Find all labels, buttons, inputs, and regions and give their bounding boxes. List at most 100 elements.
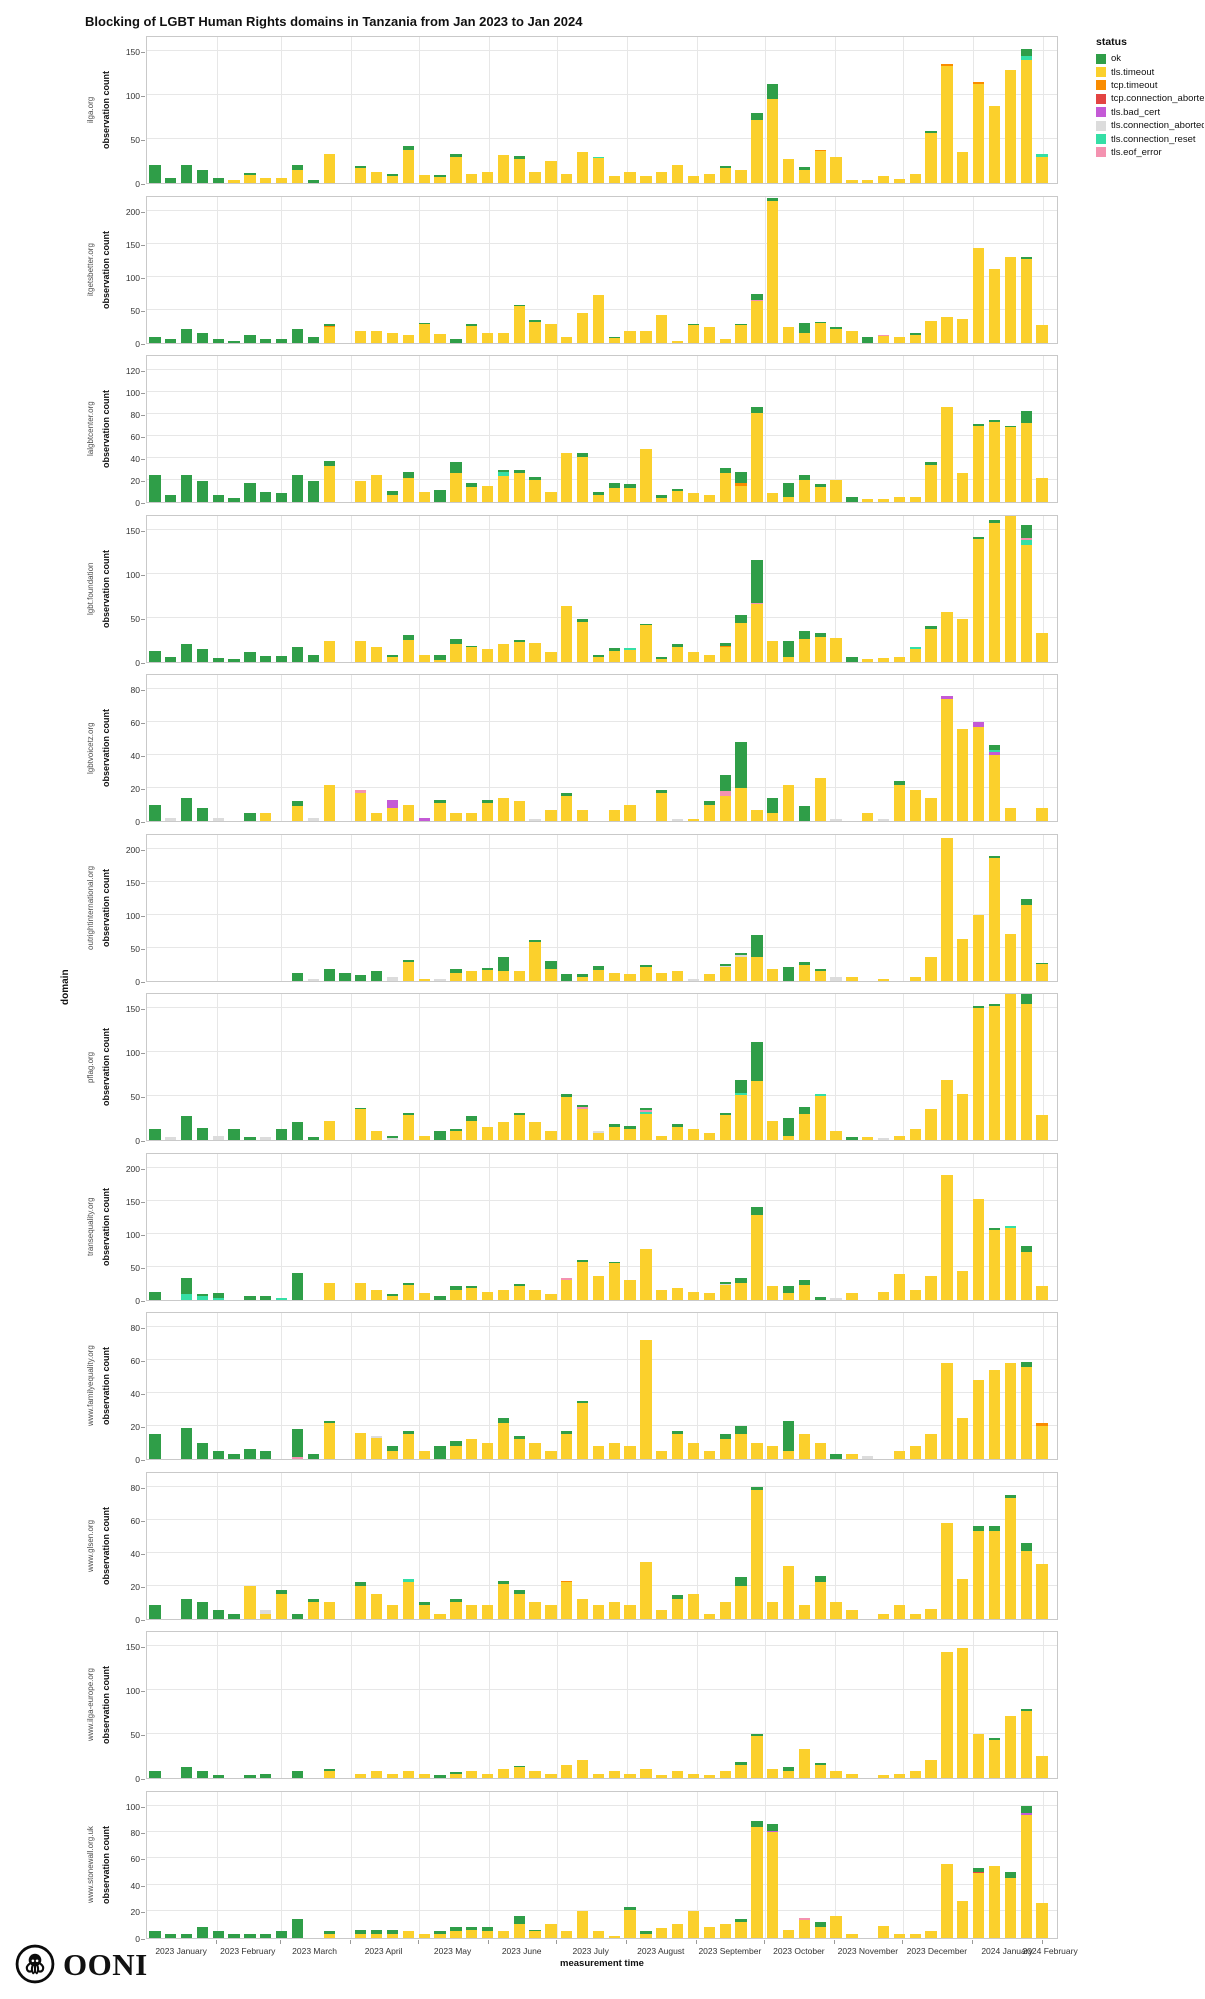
bar-segment xyxy=(402,477,415,502)
bar-segment xyxy=(466,1439,478,1459)
bar-segment xyxy=(830,328,842,343)
bar-segment xyxy=(687,324,700,326)
gridline-vertical xyxy=(488,1791,490,1938)
y-tick-mark xyxy=(141,459,145,460)
bar-segment xyxy=(1036,477,1048,502)
bar-segment xyxy=(798,1285,811,1300)
y-tick-label: 50 xyxy=(130,613,140,624)
bar-segment xyxy=(212,1298,224,1300)
bar-segment xyxy=(592,1930,605,1938)
y-tick-mark xyxy=(141,96,145,97)
y-tick-label: 80 xyxy=(130,1827,140,1838)
bar-segment xyxy=(1004,807,1016,821)
bar-segment xyxy=(355,1933,367,1938)
facet-domain-label: lalgbtcenter.org xyxy=(86,401,95,457)
bar-segment xyxy=(1020,1813,1032,1815)
gridline-vertical xyxy=(1043,515,1045,662)
gridline-horizontal xyxy=(147,1166,1057,1168)
bar-segment xyxy=(608,1771,620,1778)
bar-segment xyxy=(814,971,826,981)
bar-segment xyxy=(355,789,367,793)
bar-segment xyxy=(640,449,652,502)
bar-segment xyxy=(291,1122,304,1140)
bar-segment xyxy=(909,977,921,981)
legend-item-label: tls.connection_reset xyxy=(1111,133,1196,145)
bar-segment xyxy=(466,647,478,662)
x-tick-mark xyxy=(417,1939,419,1944)
bar-segment xyxy=(782,1565,795,1619)
bar-segment xyxy=(418,1602,430,1606)
bar-segment xyxy=(529,819,541,821)
bar-segment xyxy=(592,657,605,662)
bar-segment xyxy=(180,1767,193,1778)
bar-segment xyxy=(513,473,525,502)
bar-segment xyxy=(513,1115,525,1140)
gridline-vertical xyxy=(1043,1632,1045,1778)
gridline-vertical xyxy=(626,675,628,821)
gridline-horizontal xyxy=(147,1265,1057,1267)
bar-segment xyxy=(228,1129,240,1140)
gridline-horizontal xyxy=(147,413,1057,414)
x-tick-mark xyxy=(972,1939,973,1944)
gridline-horizontal xyxy=(147,369,1057,370)
plot-area xyxy=(146,674,1058,822)
bar-segment xyxy=(640,1110,652,1112)
y-axis-label: observation count xyxy=(101,1506,111,1585)
bar-segment xyxy=(751,119,763,183)
bar-segment xyxy=(640,1111,652,1114)
bar-segment xyxy=(814,969,826,972)
bar-segment xyxy=(260,1295,272,1300)
bar-segment xyxy=(719,964,731,966)
gridline-vertical xyxy=(556,356,558,502)
bar-segment xyxy=(212,495,224,502)
gridline-vertical xyxy=(217,1472,219,1619)
bar-segment xyxy=(402,962,415,981)
bar-segment xyxy=(450,154,462,157)
bar-segment xyxy=(719,467,731,474)
bar-segment xyxy=(798,1917,811,1921)
x-tick-label: 2023 December xyxy=(906,1945,968,1956)
bar-segment xyxy=(751,293,763,300)
bar-segment xyxy=(672,1126,684,1140)
bar-segment xyxy=(402,804,415,821)
bar-segment xyxy=(466,1285,478,1288)
bar-segment xyxy=(719,1434,731,1440)
bar-segment xyxy=(941,1522,953,1619)
bar-segment xyxy=(941,407,953,502)
bar-segment xyxy=(244,651,256,662)
bar-segment xyxy=(529,643,541,662)
x-tick-label: 2024 February xyxy=(1022,1945,1078,1956)
bar-segment xyxy=(909,649,921,662)
bar-segment xyxy=(735,1277,747,1283)
bar-segment xyxy=(386,1294,399,1297)
bar-segment xyxy=(576,1402,589,1459)
y-tick-mark xyxy=(141,437,145,438)
gridline-vertical xyxy=(902,1632,904,1778)
bar-segment xyxy=(529,322,541,343)
bar-segment xyxy=(497,1417,510,1423)
bar-segment xyxy=(751,112,763,120)
y-tick-label: 100 xyxy=(125,272,140,283)
gridline-vertical xyxy=(1043,196,1045,343)
gridline-vertical xyxy=(280,1791,282,1938)
bar-segment xyxy=(719,338,731,343)
y-tick-mark xyxy=(141,1885,145,1887)
bar-segment xyxy=(165,1137,177,1140)
bar-segment xyxy=(624,1128,636,1140)
gridline-vertical xyxy=(280,1153,282,1300)
bar-segment xyxy=(862,658,874,662)
bar-segment xyxy=(545,809,557,821)
bar-segment xyxy=(608,487,620,502)
gridline-vertical xyxy=(1043,675,1045,821)
gridline-vertical xyxy=(556,515,558,662)
y-tick-label: 0 xyxy=(135,1774,140,1784)
bar-segment xyxy=(513,640,525,643)
bar-segment xyxy=(481,969,494,981)
gridline-vertical xyxy=(764,834,766,981)
bar-segment xyxy=(513,1435,525,1440)
bar-segment xyxy=(782,1421,795,1451)
bar-segment xyxy=(355,330,367,343)
bar-segment xyxy=(925,1760,937,1778)
gridline-vertical xyxy=(418,196,420,343)
y-tick-mark xyxy=(141,1619,145,1621)
